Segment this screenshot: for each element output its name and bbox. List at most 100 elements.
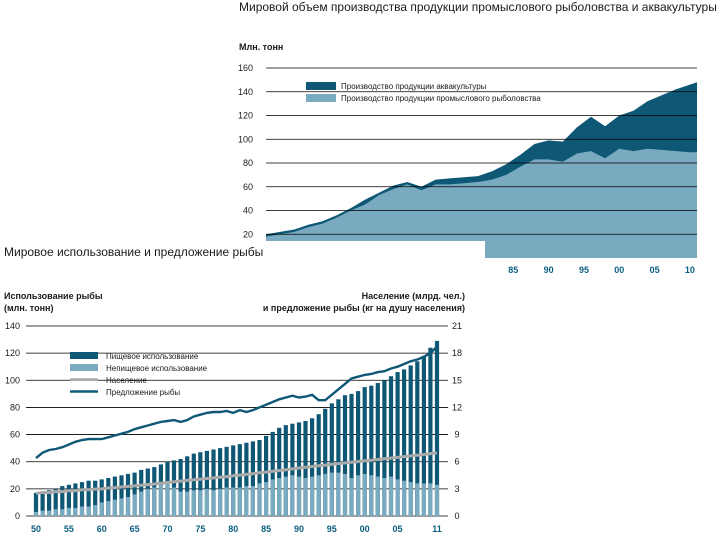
bottom-legend: Пищевое использование Непищевое использов… <box>70 352 208 397</box>
non-food-use-bar <box>329 472 334 516</box>
bottom-legend-swatch <box>70 364 98 371</box>
bottom-legend-label: Население <box>106 376 147 385</box>
bottom-right-y-tick-label: 18 <box>452 348 462 358</box>
bottom-left-ylabel-line2: (млн. тонн) <box>4 303 53 313</box>
top-x-tick-label: 00 <box>614 265 624 275</box>
non-food-use-bar <box>139 491 144 516</box>
bottom-x-tick-label: 90 <box>294 524 304 534</box>
food-use-bar <box>73 483 78 516</box>
food-use-bar <box>112 476 117 516</box>
top-y-tick-label: 80 <box>243 158 253 168</box>
non-food-use-bar <box>231 487 236 516</box>
non-food-use-bar <box>349 478 354 516</box>
non-food-use-bar <box>434 484 440 516</box>
food-use-bar <box>336 399 341 516</box>
food-use-bar <box>375 383 380 516</box>
population-line <box>35 451 438 495</box>
bottom-right-y-tick-label: 15 <box>452 375 462 385</box>
top-chart-title: Мировой объем производства продукции про… <box>239 0 717 14</box>
non-food-use-bar <box>60 509 65 516</box>
bottom-lines-layer <box>35 345 438 495</box>
bottom-right-y-tick-label: 6 <box>454 457 459 467</box>
non-food-use-bar <box>270 479 275 516</box>
non-food-use-bar <box>79 506 85 516</box>
non-food-use-bar <box>428 483 433 516</box>
top-y-tick-label: 100 <box>238 134 253 144</box>
food-use-bar <box>342 395 348 516</box>
top-legend-swatch <box>306 82 336 90</box>
food-use-bar <box>66 484 71 516</box>
non-food-use-bar <box>93 505 98 516</box>
bottom-left-y-tick-label: 40 <box>10 457 20 467</box>
food-use-bar <box>323 408 328 516</box>
non-food-use-bar <box>310 476 315 516</box>
non-food-use-bar <box>277 478 282 516</box>
top-x-axis: 85 90 95 00 05 10 <box>508 265 695 275</box>
top-y-tick-label: 20 <box>243 229 253 239</box>
food-use-bar <box>178 459 183 516</box>
bottom-x-axis: 50 55 60 65 70 75 80 85 90 95 00 05 11 <box>31 524 442 534</box>
food-use-bar <box>40 491 45 516</box>
food-use-bar <box>211 449 216 516</box>
food-use-bar <box>79 482 85 516</box>
non-food-use-bar <box>165 483 170 516</box>
bottom-left-y-tick-label: 100 <box>5 375 20 385</box>
food-use-bar <box>415 361 420 516</box>
non-food-use-bar <box>356 475 361 516</box>
bottom-x-tick-label: 55 <box>64 524 74 534</box>
bottom-bars-layer <box>33 340 440 516</box>
food-use-bar <box>270 431 275 516</box>
bottom-legend-swatch <box>70 352 98 359</box>
food-use-bar <box>191 453 196 516</box>
top-legend-swatch <box>306 94 336 102</box>
bottom-left-y-tick-label: 20 <box>10 484 20 494</box>
bottom-left-ylabel-line1: Использование рыбы <box>4 291 103 301</box>
food-use-bar <box>362 387 367 516</box>
non-food-use-bar <box>336 472 341 516</box>
non-food-use-bar <box>211 490 216 516</box>
food-use-bar <box>250 441 255 516</box>
food-use-bar <box>329 403 334 516</box>
food-use-bar <box>264 435 269 516</box>
non-food-use-bar <box>303 478 308 516</box>
bottom-x-tick-label: 95 <box>327 524 337 534</box>
non-food-use-bar <box>125 497 131 516</box>
bottom-chart-title: Мировое использование и предложение рыбы <box>4 245 263 259</box>
non-food-use-bar <box>218 488 223 516</box>
bottom-left-y-tick-label: 140 <box>5 321 20 331</box>
food-use-bar <box>86 480 91 516</box>
food-use-bar <box>185 456 190 516</box>
non-food-use-bar <box>112 499 117 516</box>
non-food-use-bar <box>33 511 39 516</box>
food-use-bar <box>382 380 387 516</box>
non-food-use-bar <box>86 506 91 516</box>
bottom-left-y-tick-label: 80 <box>10 402 20 412</box>
top-y-tick-label: 40 <box>243 206 253 216</box>
non-food-use-bar <box>53 509 58 516</box>
fish-supply-line <box>35 345 438 460</box>
top-y-tick-label: 160 <box>238 63 253 73</box>
bottom-x-tick-label: 65 <box>130 524 140 534</box>
food-use-bar <box>53 488 58 516</box>
bottom-x-tick-label: 75 <box>195 524 205 534</box>
non-food-use-bar <box>395 479 400 516</box>
non-food-use-bar <box>283 476 288 516</box>
food-use-bar <box>237 444 242 516</box>
food-use-bar <box>428 347 433 516</box>
non-food-use-bar <box>388 476 394 516</box>
top-x-tick-label: 10 <box>685 265 695 275</box>
bottom-left-y-tick-label: 120 <box>5 348 20 358</box>
non-food-use-bar <box>421 483 426 516</box>
food-use-bar <box>231 445 236 516</box>
top-x-tick-label: 05 <box>650 265 660 275</box>
food-use-bar <box>356 391 361 516</box>
top-y-axis: 20 40 60 80 100 120 140 160 <box>238 63 253 239</box>
bottom-right-y-tick-label: 3 <box>454 484 459 494</box>
top-x-tick-label: 95 <box>579 265 589 275</box>
non-food-use-bar <box>204 488 209 516</box>
non-food-use-bar <box>171 487 177 516</box>
food-use-bar <box>395 372 400 516</box>
food-use-bar <box>257 440 262 516</box>
